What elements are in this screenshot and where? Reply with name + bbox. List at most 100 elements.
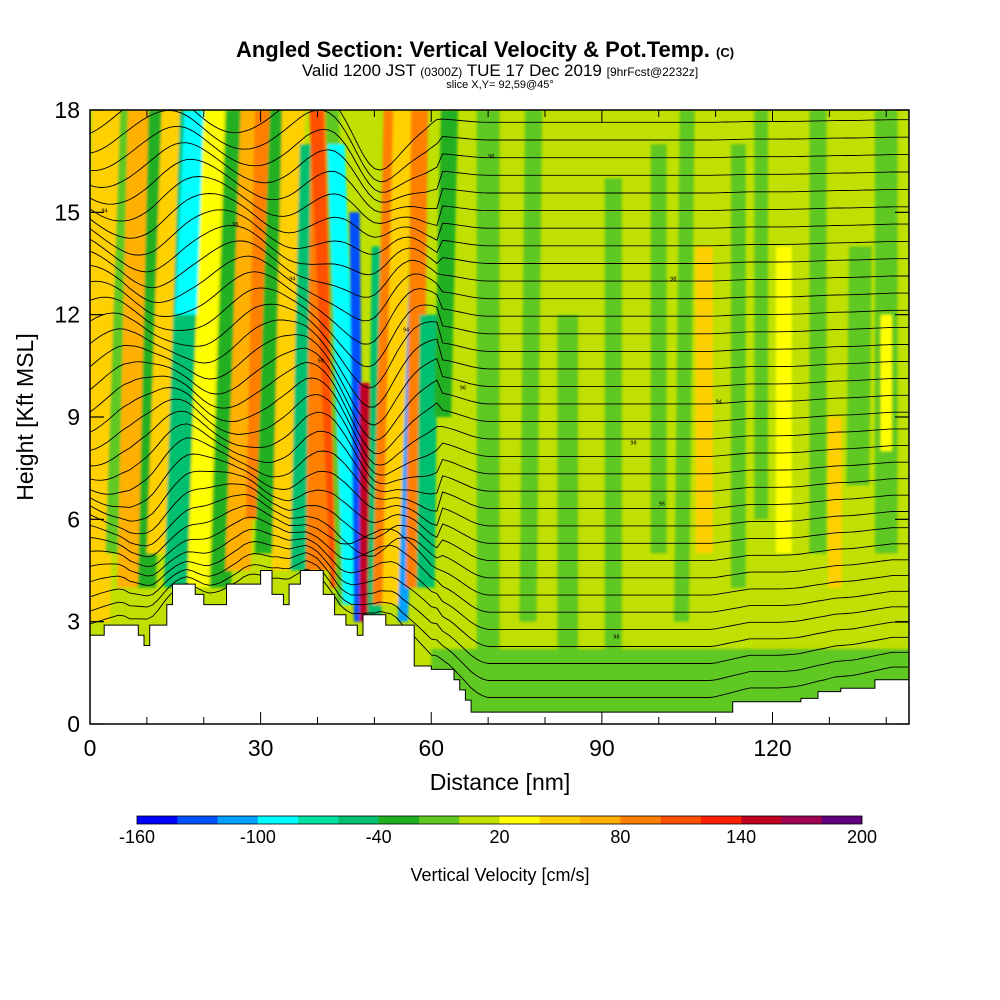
svg-text:Valid 1200 JST (0300Z) TUE 17: Valid 1200 JST (0300Z) TUE 17 Dec 2019 [… <box>302 61 698 80</box>
contour-label: 94 <box>403 328 409 334</box>
contour-label: 96 <box>488 154 494 160</box>
slice-info: slice X,Y= 92,59@45° <box>446 79 554 91</box>
colorbar-swatch <box>539 816 581 824</box>
chart-subtitle: Valid 1200 JST (0300Z) TUE 17 Dec 2019 [… <box>302 61 698 80</box>
colorbar-swatch <box>620 816 661 824</box>
x-tick-label: 30 <box>248 735 274 761</box>
x-axis-label: Distance [nm] <box>430 769 571 795</box>
y-tick-label: 9 <box>67 404 80 430</box>
theta-contour <box>90 319 909 408</box>
contour-label: 98 <box>630 440 636 446</box>
theta-contour <box>90 225 909 276</box>
colorbar-swatch <box>378 816 420 824</box>
velocity-stripe <box>557 314 578 656</box>
chart-title: Angled Section: Vertical Velocity & Pot.… <box>236 37 734 62</box>
theta-contour <box>90 560 909 681</box>
velocity-stripe <box>604 178 622 690</box>
velocity-stripe <box>695 246 713 554</box>
contour-label: 94 <box>716 399 722 405</box>
colorbar-swatch <box>459 816 500 824</box>
theta-contour <box>90 271 909 345</box>
velocity-bands <box>90 110 909 724</box>
colorbar-tick-label: 140 <box>726 827 756 847</box>
theta-contour <box>90 176 909 227</box>
y-tick-label: 18 <box>54 97 80 123</box>
contour-label: 94 <box>101 208 107 214</box>
colorbar-swatch <box>821 816 863 824</box>
velocity-stripe <box>880 314 892 452</box>
theta-contour <box>90 110 909 183</box>
theta-contour <box>90 541 909 647</box>
velocity-stripe <box>476 110 500 707</box>
chart-title-tag: (C) <box>716 45 734 60</box>
colorbar-swatch <box>700 816 742 824</box>
theta-contour <box>90 209 909 256</box>
colorbar-tick-label: 80 <box>610 827 630 847</box>
forecast-info: [9hrFcst@2232z] <box>607 65 699 79</box>
colorbar-tick-label: 20 <box>489 827 509 847</box>
velocity-stripe <box>775 246 792 554</box>
theta-contour <box>90 287 909 368</box>
theta-contour <box>90 142 909 203</box>
contour-label: 96 <box>460 386 466 392</box>
colorbar-swatch <box>781 816 823 824</box>
theta-contour <box>90 410 909 485</box>
theta-contour <box>90 437 909 512</box>
x-axis: 0 30 60 90 120 <box>84 110 887 761</box>
theta-contour <box>90 394 909 476</box>
colorbar-label: Vertical Velocity [cm/s] <box>410 865 589 885</box>
plot-area: 94 96 98 94 96 98 94 96 98 94 96 98 <box>90 110 909 724</box>
colorbar-swatch <box>741 816 782 824</box>
colorbar <box>136 815 863 825</box>
velocity-stripe <box>90 110 122 622</box>
contour-label: 98 <box>318 358 324 364</box>
theta-contour <box>90 453 909 527</box>
velocity-stripe <box>434 110 458 417</box>
x-tick-label: 120 <box>753 735 791 761</box>
theta-contour <box>90 255 909 322</box>
contour-label: 98 <box>613 635 619 641</box>
theta-contour <box>90 552 909 664</box>
theta-contour <box>90 377 909 466</box>
contour-label: 98 <box>670 277 676 283</box>
theta-contours <box>90 110 909 698</box>
velocity-stripe <box>519 110 543 622</box>
colorbar-tick-label: -100 <box>240 827 276 847</box>
x-tick-label: 0 <box>84 735 97 761</box>
velocity-stripe <box>809 110 827 554</box>
contour-label: 94 <box>289 277 295 283</box>
valid-utc: (0300Z) <box>420 65 462 79</box>
y-axis: 0 3 6 9 12 15 18 <box>54 97 909 737</box>
valid-time: Valid 1200 JST <box>302 61 416 80</box>
valid-date: TUE 17 Dec 2019 <box>467 61 602 80</box>
velocity-stripe <box>846 246 872 486</box>
y-tick-label: 15 <box>54 199 80 225</box>
theta-contour <box>90 361 909 454</box>
terrain-mask <box>90 570 909 724</box>
velocity-stripe <box>731 144 746 588</box>
theta-contour <box>90 528 909 630</box>
velocity-stripe <box>650 144 667 554</box>
x-tick-label: 90 <box>589 735 615 761</box>
contour-labels: 94 96 98 94 96 98 94 96 98 94 96 98 <box>101 154 722 641</box>
theta-contour <box>90 158 909 213</box>
velocity-stripe <box>146 110 185 554</box>
colorbar-tick-label: 200 <box>847 827 877 847</box>
colorbar-ticks: -160 -100 -40 20 80 140 200 <box>119 827 877 847</box>
x-tick-label: 60 <box>418 735 444 761</box>
theta-contour <box>90 240 909 298</box>
colorbar-swatch <box>217 816 259 824</box>
theta-contour <box>90 125 909 193</box>
theta-contour <box>90 470 909 544</box>
theta-contour <box>90 505 909 596</box>
velocity-stripe <box>187 110 225 588</box>
theta-contour <box>90 483 909 562</box>
theta-contour <box>90 347 909 441</box>
contour-label: 96 <box>232 222 238 228</box>
chart-title-text: Angled Section: Vertical Velocity & Pot.… <box>236 37 710 62</box>
theta-contour <box>90 516 909 613</box>
svg-text:Angled Section: Vertical Veloc: Angled Section: Vertical Velocity & Pot.… <box>236 37 734 62</box>
colorbar-swatch <box>418 816 460 824</box>
colorbar-swatch <box>257 816 299 824</box>
